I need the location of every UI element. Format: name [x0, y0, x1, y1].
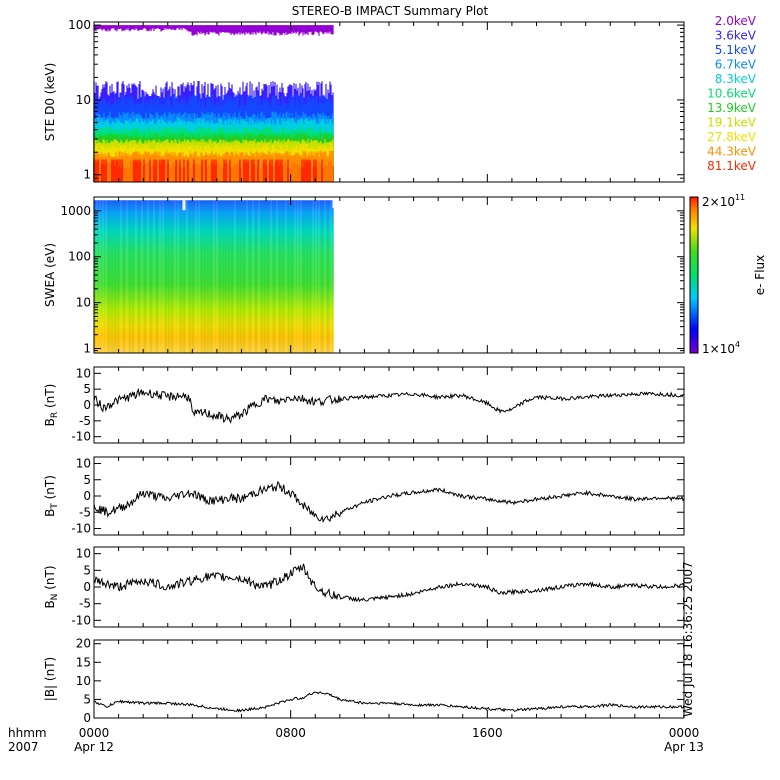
y-tick-label: 5 — [83, 563, 91, 577]
y-tick-label: 10 — [76, 674, 91, 688]
y-axis-label: BR (nT) — [43, 384, 60, 427]
swea-panel: 1 10 100 1000 SWEA (eV) — [43, 196, 685, 356]
br-trace — [93, 387, 685, 424]
x-tick-label: 1600 — [472, 726, 503, 740]
legend-entry: 8.3keV — [715, 72, 757, 86]
y-tick-label: 5 — [83, 382, 91, 396]
legend-entry: 10.6keV — [707, 87, 757, 101]
bmag-frame — [93, 639, 685, 719]
y-tick-label: 5 — [83, 692, 91, 706]
swea-data-gap — [182, 200, 186, 211]
x-axis-row2-title: 2007 — [8, 740, 39, 754]
colorbar-max-label: 2×1011 — [702, 193, 745, 209]
x-date-label: Apr 12 — [74, 740, 114, 754]
y-tick-label: 0 — [83, 398, 91, 412]
y-tick-label: 10 — [76, 457, 91, 471]
legend-entry: 13.9keV — [707, 101, 757, 115]
ste-legend: 2.0keV3.6keV5.1keV6.7keV8.3keV10.6keV13.… — [707, 14, 757, 173]
legend-entry: 27.8keV — [707, 130, 757, 144]
y-axis-label: STE D0 (keV) — [43, 63, 57, 142]
x-axis-row1-title: hhmm — [8, 726, 47, 740]
legend-entry: 2.0keV — [715, 14, 757, 28]
swea-colorbar: 2×1011 1×104 e- Flux — [689, 193, 767, 356]
x-date-label: Apr 13 — [664, 740, 704, 754]
y-tick-label: -5 — [79, 414, 91, 428]
y-tick-label: 1 — [83, 168, 91, 182]
br-frame — [93, 366, 685, 444]
y-tick-label: 1 — [83, 342, 91, 356]
y-tick-label: -5 — [79, 597, 91, 611]
y-tick-label: 10 — [76, 366, 91, 380]
y-axis-label: BN (nT) — [43, 565, 60, 608]
swea-spectrogram — [94, 200, 334, 353]
x-tick-label: 0800 — [275, 726, 306, 740]
colorbar-min-label: 1×104 — [702, 340, 740, 356]
y-tick-label: 0 — [83, 489, 91, 503]
bmag-panel: 0 5 10 15 20 |B| (nT) — [43, 637, 685, 725]
y-tick-label: -10 — [71, 522, 91, 536]
x-tick-label: 0000 — [669, 726, 700, 740]
ste-series-2.0keV — [93, 25, 334, 36]
ste-low-band — [93, 159, 333, 182]
y-tick-label: 15 — [76, 655, 91, 669]
ste-series-trace — [93, 25, 334, 36]
bn-frame — [93, 546, 685, 628]
bmag-trace — [93, 691, 685, 713]
ste-panel: 1 10 100 STE D0 (keV) — [43, 18, 685, 183]
timestamp-label: Wed Jul 18 16:36:25 2007 — [681, 561, 695, 717]
legend-entry: 44.3keV — [707, 145, 757, 159]
y-axis-label: |B| (nT) — [43, 657, 57, 701]
legend-entry: 3.6keV — [715, 29, 757, 43]
y-tick-label: 0 — [83, 711, 91, 725]
bt-panel: -10 -5 0 5 10 BT (nT) — [43, 456, 685, 536]
swea-data-gap — [332, 200, 335, 209]
y-tick-label: 10 — [76, 93, 91, 107]
legend-entry: 81.1keV — [707, 159, 757, 173]
colorbar-gradient — [689, 196, 699, 354]
y-tick-label: 1000 — [60, 204, 91, 218]
y-tick-label: 10 — [76, 296, 91, 310]
bn-panel: -10 -5 0 5 10 BN (nT) — [43, 546, 685, 628]
br-panel: -10 -5 0 5 10 BR (nT) — [43, 366, 685, 444]
plot-title: STEREO-B IMPACT Summary Plot — [292, 4, 489, 18]
y-axis-label: SWEA (eV) — [43, 243, 57, 307]
y-tick-label: -10 — [71, 613, 91, 627]
y-axis-label: BT (nT) — [43, 475, 60, 517]
legend-entry: 19.1keV — [707, 116, 757, 130]
y-tick-label: 20 — [76, 637, 91, 651]
y-tick-label: 100 — [68, 18, 91, 32]
y-tick-label: -5 — [79, 505, 91, 519]
y-tick-label: -10 — [71, 430, 91, 444]
legend-entry: 6.7keV — [715, 58, 757, 72]
colorbar-label: e- Flux — [753, 255, 767, 295]
x-tick-label: 0000 — [79, 726, 110, 740]
y-tick-label: 5 — [83, 473, 91, 487]
swea-texture — [93, 200, 332, 353]
bn-trace — [93, 563, 685, 603]
y-tick-label: 100 — [68, 250, 91, 264]
y-tick-label: 10 — [76, 547, 91, 561]
y-tick-label: 0 — [83, 580, 91, 594]
legend-entry: 5.1keV — [715, 43, 757, 57]
bt-trace — [93, 480, 685, 523]
